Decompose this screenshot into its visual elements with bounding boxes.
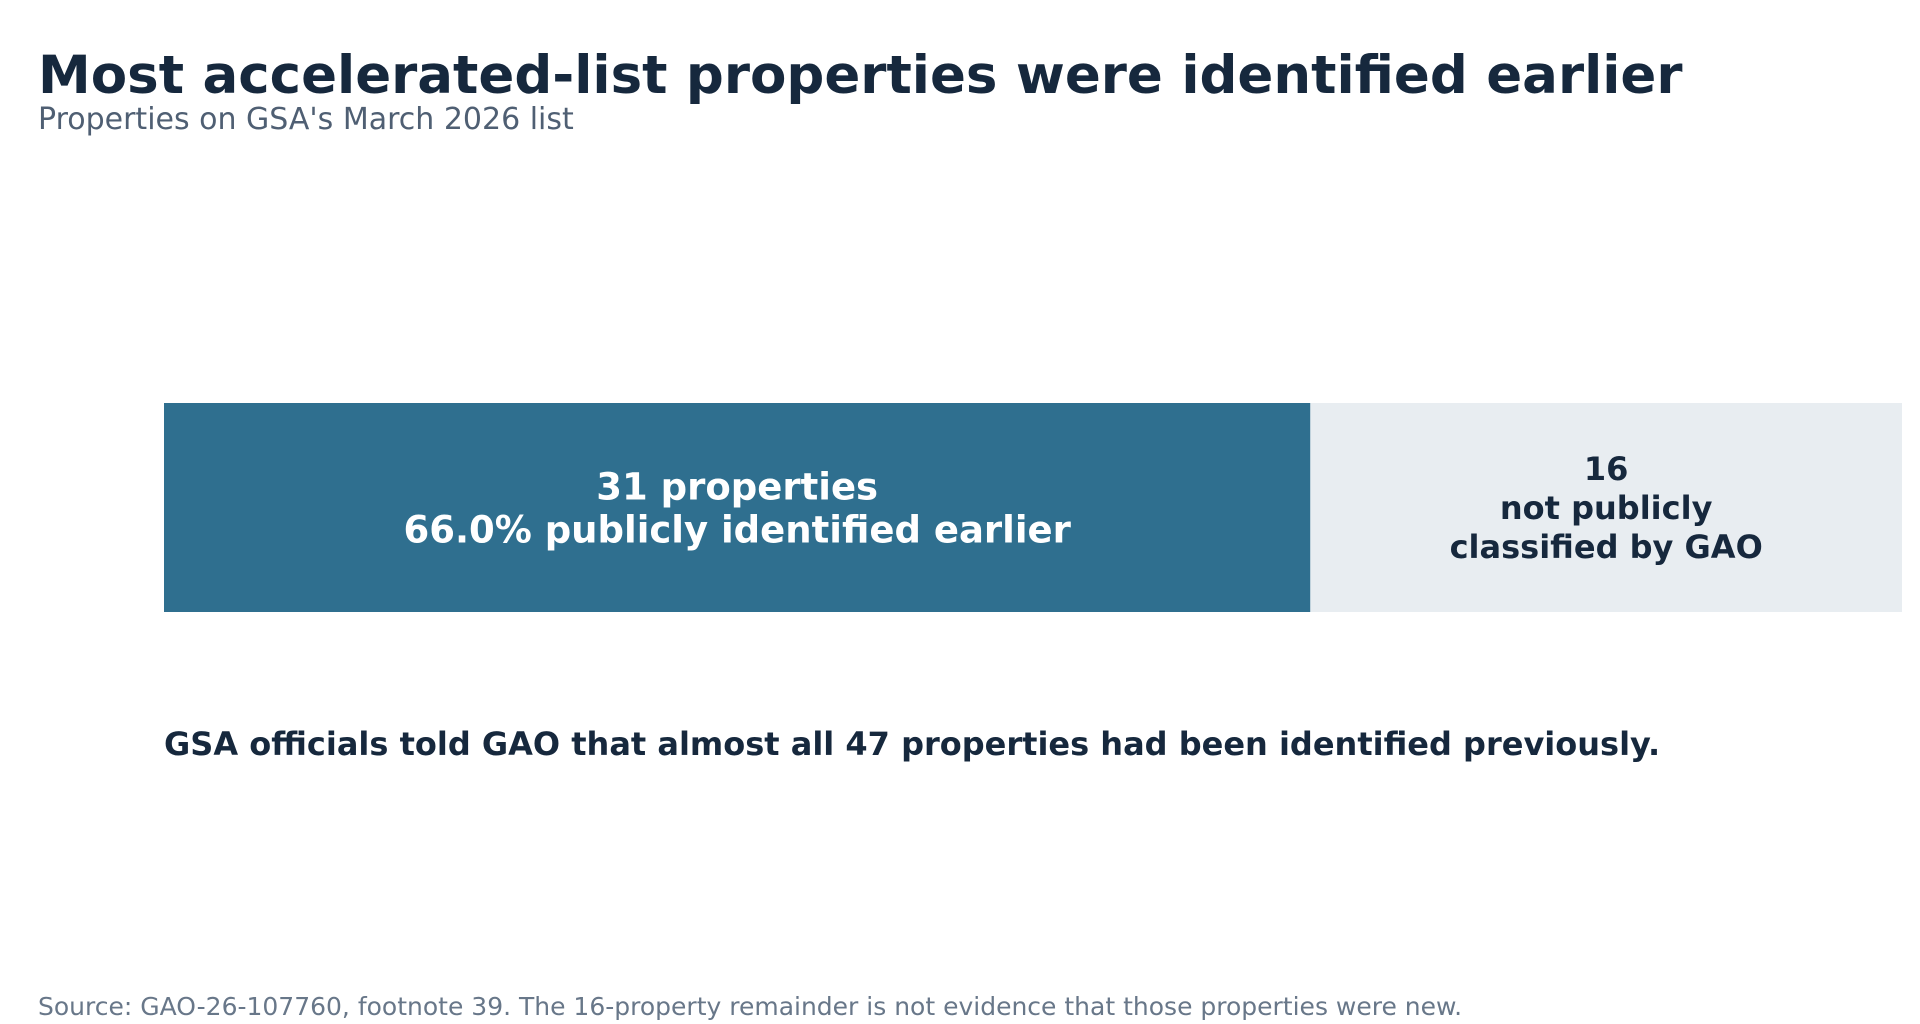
bar-segment-2 <box>1310 403 1902 612</box>
segment-label-line: 16 <box>1584 450 1629 488</box>
segment-label-line: not publicly <box>1500 489 1713 527</box>
bar-segment-1 <box>164 403 1311 612</box>
segment-label-line: 66.0% publicly identified earlier <box>403 508 1071 551</box>
segment-label-line: 31 properties <box>596 465 878 508</box>
chart-title: Most accelerated-list properties were id… <box>38 45 1683 106</box>
segment-label-2: 16 not publicly classified by GAO <box>1450 450 1763 566</box>
segment-label-line: classified by GAO <box>1450 528 1763 566</box>
segment-label-1: 31 properties 66.0% publicly identified e… <box>403 465 1071 551</box>
source-note: Source: GAO-26-107760, footnote 39. The … <box>38 992 1463 1021</box>
chart-subtitle: Properties on GSA's March 2026 list <box>38 102 574 137</box>
chart-annotation: GSA officials told GAO that almost all 4… <box>164 725 1661 763</box>
